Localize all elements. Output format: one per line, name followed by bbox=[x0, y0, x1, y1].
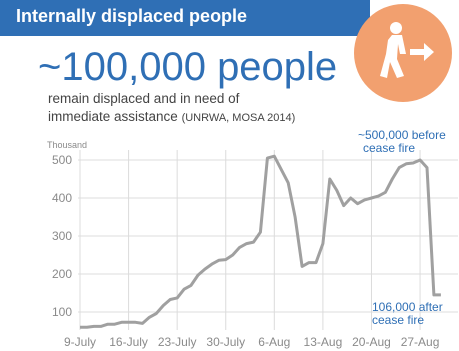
tick-layer: 100 200 300 400 500 9-July 16-July 23-July 30-Ju… bbox=[52, 153, 439, 349]
x-tick-label: 23-July bbox=[158, 335, 197, 349]
x-tick-label: 6-Aug bbox=[258, 335, 290, 349]
person-walking-exit-icon bbox=[380, 22, 434, 78]
annotation-before-line-1: ~500,000 before bbox=[358, 128, 446, 142]
unit-label: Thousand bbox=[47, 140, 87, 150]
subtitle-line-2: immediate assistance (UNRWA, MOSA 2014) bbox=[48, 108, 295, 127]
annotation-before-line-2: cease fire bbox=[363, 141, 415, 155]
x-tick-label: 20-Aug bbox=[352, 335, 391, 349]
y-tick-label: 500 bbox=[52, 153, 72, 167]
annotation-after-line-2: cease fire bbox=[372, 313, 424, 327]
y-tick-label: 100 bbox=[52, 305, 72, 319]
headline-subtitle: remain displaced and in need of immediat… bbox=[48, 90, 295, 127]
x-tick-label: 9-July bbox=[64, 335, 96, 349]
x-tick-label: 30-July bbox=[206, 335, 245, 349]
x-tick-label: 13-Aug bbox=[304, 335, 343, 349]
subtitle-source: (UNRWA, MOSA 2014) bbox=[181, 112, 296, 124]
annotation-after-line-1: 106,000 after bbox=[372, 300, 443, 314]
icon-badge bbox=[354, 4, 452, 102]
subtitle-line-1: remain displaced and in need of bbox=[48, 91, 240, 106]
y-tick-label: 400 bbox=[52, 191, 72, 205]
y-tick-label: 300 bbox=[52, 229, 72, 243]
x-tick-label: 16-July bbox=[109, 335, 148, 349]
line-layer bbox=[80, 154, 441, 329]
header-bar: Internally displaced people bbox=[0, 0, 370, 36]
headline-number: ~100,000 people bbox=[38, 45, 338, 89]
header-title: Internally displaced people bbox=[16, 6, 248, 26]
series-line-0 bbox=[80, 154, 441, 329]
y-tick-label: 200 bbox=[52, 267, 72, 281]
subtitle-main: immediate assistance bbox=[48, 109, 178, 124]
x-tick-label: 27-Aug bbox=[401, 335, 440, 349]
